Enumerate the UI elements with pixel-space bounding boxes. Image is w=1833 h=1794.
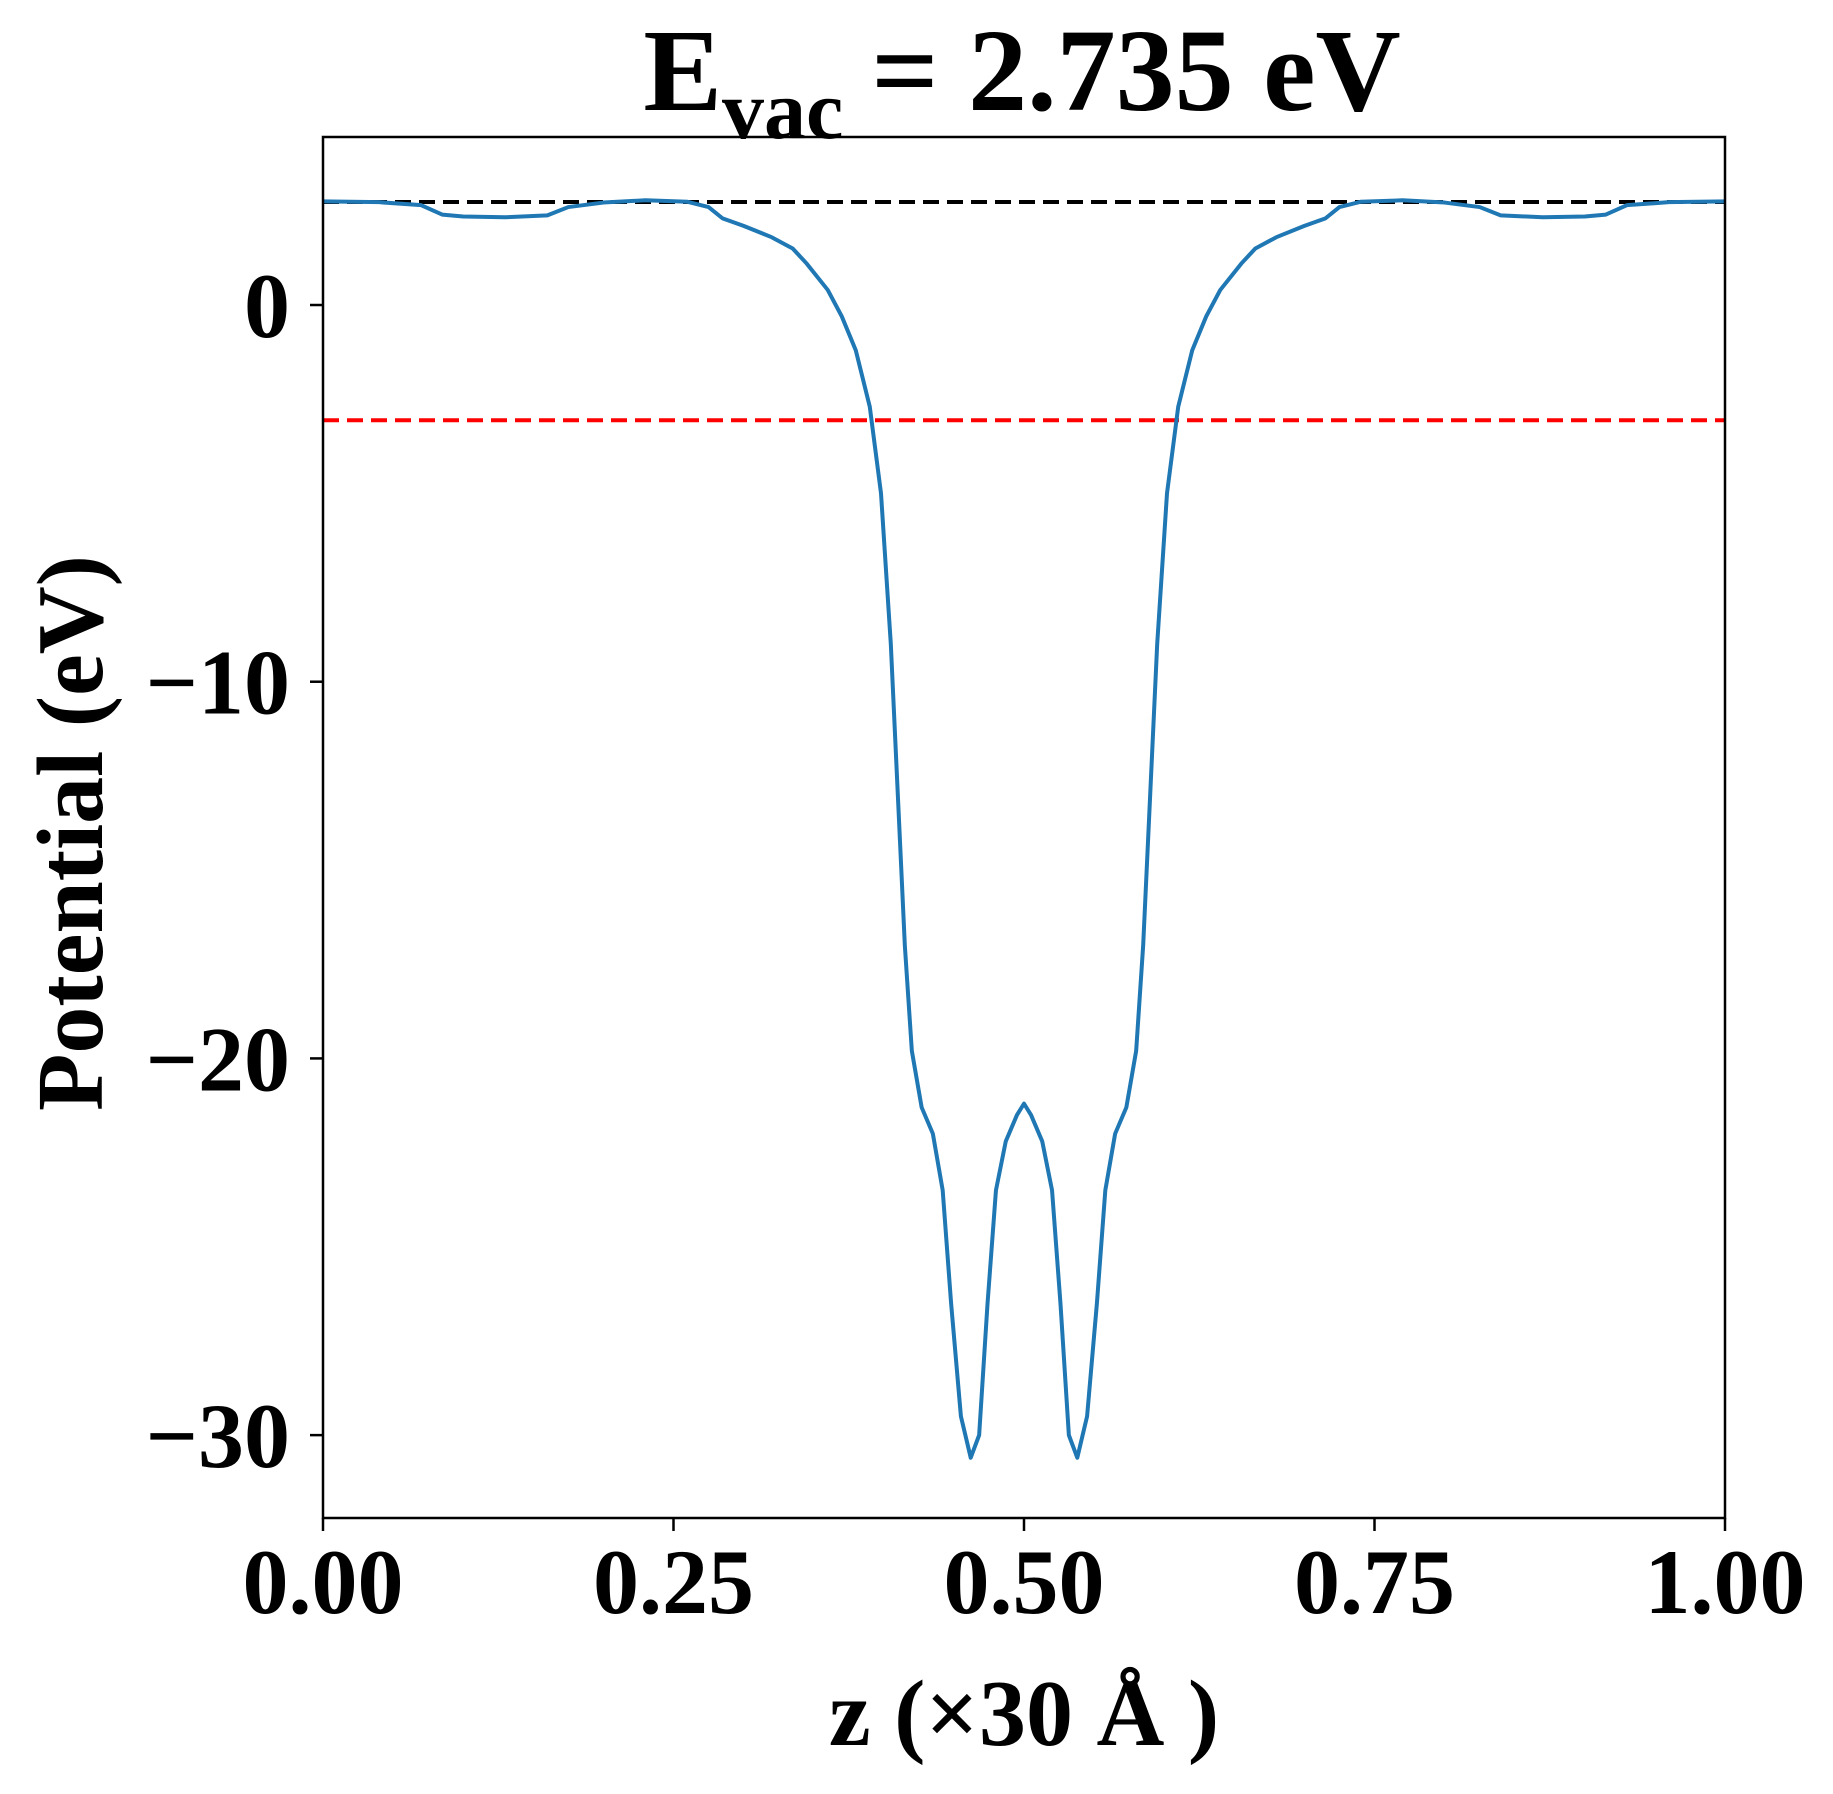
y-tick-label: −10 [146,632,290,734]
x-tick-label: 0.25 [593,1531,754,1633]
x-tick-label: 0.50 [944,1531,1105,1633]
title-rest: = 2.735 eV [871,5,1400,136]
chart-title: Evac = 2.735 eV [643,5,1400,157]
y-tick-label: −20 [146,1008,290,1110]
title-main: E [643,5,722,136]
x-tick-label: 1.00 [1645,1531,1806,1633]
y-tick-label: 0 [244,255,290,357]
title-subscript: vac [722,64,843,157]
x-axis-label: z (×30 Å ) [829,1662,1219,1766]
data-line [322,198,1726,1460]
x-tick-label: 0.75 [1294,1531,1455,1633]
plot-frame [321,135,1727,1520]
y-axis-label: Potential (eV) [19,555,123,1111]
y-tick-label: −30 [146,1385,290,1487]
x-tick-label: 0.00 [243,1531,404,1633]
